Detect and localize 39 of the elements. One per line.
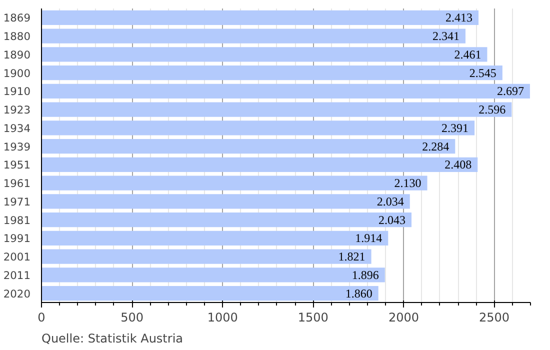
y-tick-label: 2001 (3, 250, 31, 264)
y-tick-label: 1869 (3, 12, 31, 25)
data-label: 2.697 (496, 84, 524, 98)
x-tick-label: 500 (120, 310, 144, 324)
data-label: 2.043 (378, 212, 406, 227)
data-label: 1.860 (345, 286, 372, 300)
y-tick-label: 1934 (3, 122, 31, 135)
source-note: Quelle: Statistik Austria (42, 332, 184, 346)
y-tick-label: 2020 (3, 287, 31, 300)
y-tick-label: 1923 (3, 104, 31, 117)
y-tick-label: 1880 (3, 30, 31, 44)
y-tick-label: 1961 (3, 177, 31, 190)
x-tick-label: 1500 (298, 310, 328, 324)
x-tick-label: 2000 (388, 310, 419, 324)
data-label: 2.545 (469, 66, 496, 80)
data-label: 2.391 (442, 120, 469, 135)
y-tick-label: 1981 (3, 214, 31, 227)
data-label: 2.596 (478, 102, 506, 117)
data-label: 2.413 (446, 10, 473, 25)
y-tick-label: 1890 (3, 48, 31, 62)
data-label: 2.341 (432, 29, 460, 44)
y-tick-label: 1991 (3, 232, 31, 246)
data-label: 2.461 (454, 47, 482, 62)
y-tick-label: 1951 (3, 158, 31, 172)
data-label: 2.130 (394, 176, 422, 190)
data-label: 2.034 (376, 194, 404, 208)
y-tick-label: 1939 (3, 140, 31, 154)
x-tick-label: 2500 (479, 310, 510, 324)
x-tick-label: 1000 (207, 310, 238, 324)
x-tick-label: 0 (38, 310, 46, 324)
y-tick-label: 1971 (3, 195, 31, 208)
data-label: 1.896 (352, 268, 379, 282)
y-tick-label: 2011 (3, 268, 31, 282)
data-label: 1.914 (355, 231, 382, 246)
data-label: 2.284 (422, 139, 450, 154)
y-tick-label: 1900 (3, 66, 31, 80)
data-label: 1.821 (338, 250, 366, 264)
data-label: 2.408 (444, 158, 472, 172)
y-tick-label: 1910 (3, 85, 31, 98)
